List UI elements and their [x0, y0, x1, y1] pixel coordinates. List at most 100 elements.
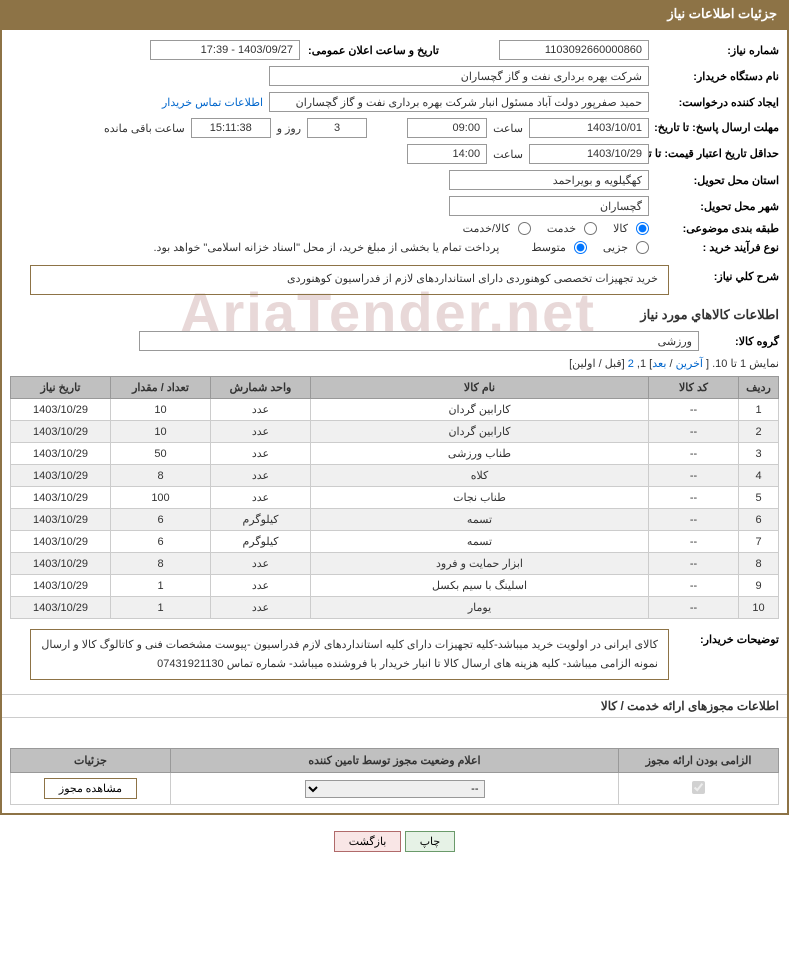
cell-unit: عدد	[211, 597, 311, 619]
need-number-value: 1103092660000860	[499, 40, 649, 60]
process-type-group: جزیی متوسط	[519, 241, 649, 254]
response-deadline-label: مهلت ارسال پاسخ: تا تاریخ:	[649, 121, 779, 135]
subject-radio-both[interactable]	[518, 222, 531, 235]
table-row: 7--تسمهکیلوگرم61403/10/29	[11, 531, 779, 553]
remain-suffix: ساعت باقی مانده	[98, 122, 191, 135]
process-radio-medium[interactable]	[574, 241, 587, 254]
cell-unit: عدد	[211, 399, 311, 421]
subject-opt2: خدمت	[547, 222, 576, 235]
buyer-notes-label: توضیحات خریدار:	[669, 629, 779, 680]
cell-date: 1403/10/29	[11, 553, 111, 575]
pager-mid: ] 1,	[634, 358, 652, 370]
process-note: پرداخت تمام یا بخشی از مبلغ خرید، از محل…	[154, 241, 500, 254]
announce-value: 1403/09/27 - 17:39	[150, 40, 300, 60]
cell-n: 10	[739, 597, 779, 619]
cell-n: 6	[739, 509, 779, 531]
hms-remain: 15:11:38	[191, 118, 271, 138]
cell-n: 8	[739, 553, 779, 575]
response-deadline-date: 1403/10/01	[529, 118, 649, 138]
goods-group-value: ورزشی	[139, 331, 699, 351]
cell-n: 7	[739, 531, 779, 553]
page-title: جزئیات اطلاعات نیاز	[667, 6, 777, 21]
license-table: الزامی بودن ارائه مجوز اعلام وضعیت مجوز …	[10, 748, 779, 805]
back-button[interactable]: بازگشت	[334, 831, 402, 852]
cell-date: 1403/10/29	[11, 597, 111, 619]
process-type-label: نوع فرآیند خرید :	[649, 241, 779, 254]
subject-opt3: کالا/خدمت	[463, 222, 510, 235]
view-license-button[interactable]: مشاهده مجوز	[44, 778, 137, 799]
cell-unit: کیلوگرم	[211, 509, 311, 531]
general-desc-value: خرید تجهیزات تخصصی کوهنوردی دارای استاند…	[287, 273, 658, 285]
cell-name: ابزار حمایت و فرود	[311, 553, 649, 575]
cell-qty: 6	[111, 509, 211, 531]
cell-name: تسمه	[311, 531, 649, 553]
pager-next-link[interactable]: بعد	[652, 358, 666, 370]
license-mandatory-checkbox	[692, 781, 705, 794]
buyer-org-value: شرکت بهره برداری نفت و گاز گچساران	[269, 66, 649, 86]
cell-code: --	[649, 421, 739, 443]
subject-opt1: کالا	[613, 222, 628, 235]
process-opt1: جزیی	[603, 241, 628, 254]
subject-class-group: کالا خدمت کالا/خدمت	[451, 222, 649, 235]
need-number-label: شماره نیاز:	[649, 44, 779, 57]
requester-label: ایجاد کننده درخواست:	[649, 96, 779, 109]
table-row: 5--طناب نجاتعدد1001403/10/29	[11, 487, 779, 509]
province-label: استان محل تحویل:	[649, 174, 779, 187]
cell-qty: 50	[111, 443, 211, 465]
price-validity-date: 1403/10/29	[529, 144, 649, 164]
cell-code: --	[649, 597, 739, 619]
cell-name: کارابین گردان	[311, 399, 649, 421]
cell-unit: عدد	[211, 443, 311, 465]
cell-qty: 10	[111, 399, 211, 421]
cell-qty: 10	[111, 421, 211, 443]
cell-code: --	[649, 465, 739, 487]
cell-date: 1403/10/29	[11, 575, 111, 597]
table-row: 1--کارابین گردانعدد101403/10/29	[11, 399, 779, 421]
cell-name: طناب نجات	[311, 487, 649, 509]
cell-date: 1403/10/29	[11, 487, 111, 509]
pager-prefix: نمایش 1 تا 10. [	[703, 358, 779, 370]
lic-th-status: اعلام وضعیت مجوز توسط تامین کننده	[171, 749, 619, 773]
table-row: 9--اسلینگ با سیم بکسلعدد11403/10/29	[11, 575, 779, 597]
pager-suffix: [قبل / اولین]	[569, 358, 628, 370]
general-desc-box: خرید تجهیزات تخصصی کوهنوردی دارای استاند…	[30, 265, 669, 295]
cell-date: 1403/10/29	[11, 509, 111, 531]
table-row: 10--یومارعدد11403/10/29	[11, 597, 779, 619]
time-label-1: ساعت	[487, 122, 529, 135]
cell-qty: 8	[111, 553, 211, 575]
th-unit: واحد شمارش	[211, 377, 311, 399]
buyer-contact-link[interactable]: اطلاعات تماس خریدار	[162, 96, 263, 109]
cell-code: --	[649, 531, 739, 553]
lic-th-mandatory: الزامی بودن ارائه مجوز	[619, 749, 779, 773]
process-radio-minor[interactable]	[636, 241, 649, 254]
table-row: 2--کارابین گردانعدد101403/10/29	[11, 421, 779, 443]
cell-code: --	[649, 509, 739, 531]
cell-qty: 6	[111, 531, 211, 553]
print-button[interactable]: چاپ	[405, 831, 456, 852]
th-row: ردیف	[739, 377, 779, 399]
th-name: نام کالا	[311, 377, 649, 399]
cell-name: یومار	[311, 597, 649, 619]
pager-last-link[interactable]: آخرین	[676, 358, 703, 370]
cell-name: کارابین گردان	[311, 421, 649, 443]
buyer-notes-value: کالای ایرانی در اولویت خرید میباشد-کلیه …	[41, 639, 658, 670]
subject-radio-goods[interactable]	[636, 222, 649, 235]
cell-name: کلاه	[311, 465, 649, 487]
pager: نمایش 1 تا 10. [ آخرین / بعد] 1, 2 [قبل …	[10, 357, 779, 370]
page-header: جزئیات اطلاعات نیاز	[0, 0, 789, 28]
th-qty: تعداد / مقدار	[111, 377, 211, 399]
general-desc-label: شرح کلي نياز:	[679, 270, 779, 283]
license-status-select[interactable]: --	[305, 780, 485, 798]
process-opt2: متوسط	[531, 241, 566, 254]
th-code: کد کالا	[649, 377, 739, 399]
cell-date: 1403/10/29	[11, 465, 111, 487]
cell-unit: کیلوگرم	[211, 531, 311, 553]
buyer-notes-box: کالای ایرانی در اولویت خرید میباشد-کلیه …	[30, 629, 669, 680]
cell-code: --	[649, 575, 739, 597]
subject-radio-service[interactable]	[584, 222, 597, 235]
cell-date: 1403/10/29	[11, 531, 111, 553]
cell-code: --	[649, 553, 739, 575]
table-row: 4--کلاهعدد81403/10/29	[11, 465, 779, 487]
price-validity-label: حداقل تاریخ اعتبار قیمت: تا تاریخ:	[649, 147, 779, 161]
cell-code: --	[649, 487, 739, 509]
